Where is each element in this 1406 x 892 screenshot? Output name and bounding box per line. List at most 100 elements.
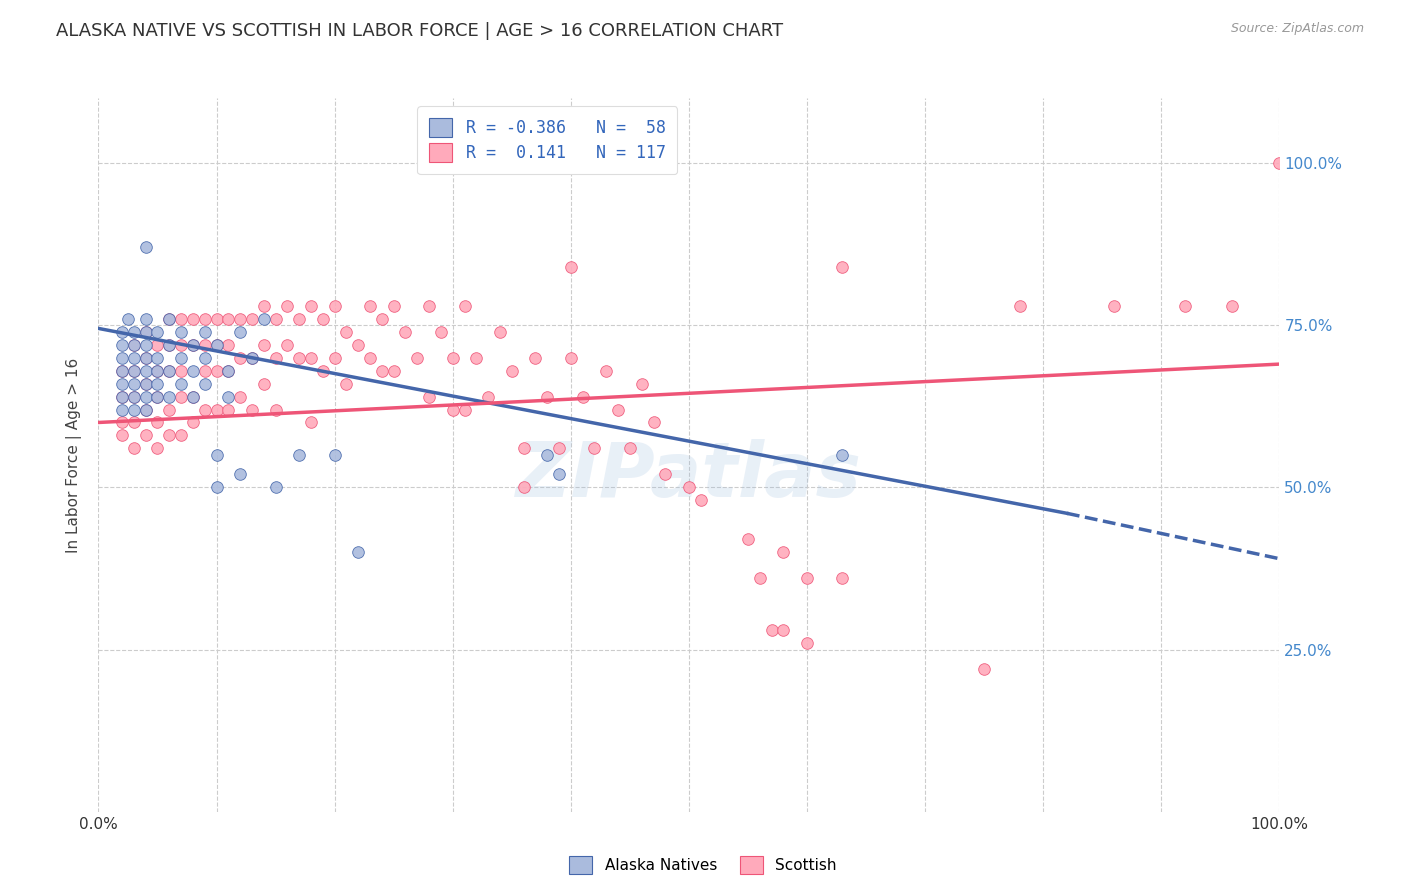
Point	[122, 325, 145, 339]
Point	[146, 363, 169, 377]
Point	[122, 416, 145, 430]
Point	[477, 390, 499, 404]
Text: ALASKA NATIVE VS SCOTTISH IN LABOR FORCE | AGE > 16 CORRELATION CHART: ALASKA NATIVE VS SCOTTISH IN LABOR FORCE…	[56, 22, 783, 40]
Point	[135, 428, 157, 442]
Point	[170, 337, 193, 351]
Point	[501, 363, 523, 377]
Point	[299, 299, 322, 313]
Point	[264, 402, 287, 417]
Point	[205, 337, 228, 351]
Point	[548, 467, 571, 482]
Point	[382, 299, 405, 313]
Point	[194, 351, 217, 365]
Y-axis label: In Labor Force | Age > 16: In Labor Force | Age > 16	[66, 358, 83, 552]
Point	[157, 363, 180, 377]
Point	[157, 402, 180, 417]
Point	[347, 337, 370, 351]
Point	[619, 442, 641, 456]
Point	[240, 402, 263, 417]
Point	[205, 337, 228, 351]
Point	[761, 623, 783, 637]
Point	[122, 442, 145, 456]
Point	[441, 351, 464, 365]
Point	[583, 442, 606, 456]
Point	[253, 311, 276, 326]
Point	[335, 325, 357, 339]
Point	[157, 363, 180, 377]
Point	[489, 325, 512, 339]
Point	[536, 390, 558, 404]
Point	[772, 623, 794, 637]
Point	[276, 299, 298, 313]
Point	[205, 311, 228, 326]
Point	[194, 376, 217, 391]
Point	[217, 363, 239, 377]
Point	[170, 390, 193, 404]
Point	[418, 299, 440, 313]
Point	[122, 337, 145, 351]
Point	[831, 571, 853, 585]
Point	[359, 351, 381, 365]
Text: Source: ZipAtlas.com: Source: ZipAtlas.com	[1230, 22, 1364, 36]
Point	[135, 363, 157, 377]
Point	[181, 416, 204, 430]
Point	[678, 480, 700, 494]
Point	[453, 402, 475, 417]
Point	[111, 428, 134, 442]
Point	[170, 376, 193, 391]
Point	[111, 390, 134, 404]
Point	[111, 376, 134, 391]
Point	[170, 325, 193, 339]
Point	[111, 390, 134, 404]
Point	[229, 390, 252, 404]
Point	[217, 390, 239, 404]
Legend: Alaska Natives, Scottish: Alaska Natives, Scottish	[564, 850, 842, 880]
Point	[135, 351, 157, 365]
Point	[170, 428, 193, 442]
Point	[146, 390, 169, 404]
Point	[737, 533, 759, 547]
Point	[157, 311, 180, 326]
Point	[253, 299, 276, 313]
Point	[135, 402, 157, 417]
Point	[441, 402, 464, 417]
Point	[229, 311, 252, 326]
Point	[299, 416, 322, 430]
Point	[312, 363, 335, 377]
Point	[264, 351, 287, 365]
Point	[181, 363, 204, 377]
Point	[1220, 299, 1243, 313]
Point	[194, 311, 217, 326]
Point	[394, 325, 416, 339]
Point	[146, 351, 169, 365]
Point	[973, 662, 995, 676]
Point	[382, 363, 405, 377]
Point	[122, 351, 145, 365]
Point	[406, 351, 429, 365]
Point	[288, 311, 311, 326]
Point	[512, 442, 534, 456]
Point	[146, 325, 169, 339]
Point	[170, 351, 193, 365]
Point	[288, 351, 311, 365]
Point	[831, 260, 853, 274]
Point	[595, 363, 617, 377]
Point	[181, 311, 204, 326]
Point	[560, 260, 582, 274]
Point	[205, 363, 228, 377]
Point	[347, 545, 370, 559]
Point	[571, 390, 593, 404]
Point	[146, 390, 169, 404]
Point	[323, 351, 346, 365]
Point	[205, 448, 228, 462]
Point	[170, 311, 193, 326]
Point	[240, 311, 263, 326]
Point	[229, 351, 252, 365]
Point	[170, 363, 193, 377]
Point	[253, 376, 276, 391]
Point	[146, 376, 169, 391]
Point	[135, 376, 157, 391]
Point	[548, 442, 571, 456]
Point	[323, 299, 346, 313]
Point	[135, 337, 157, 351]
